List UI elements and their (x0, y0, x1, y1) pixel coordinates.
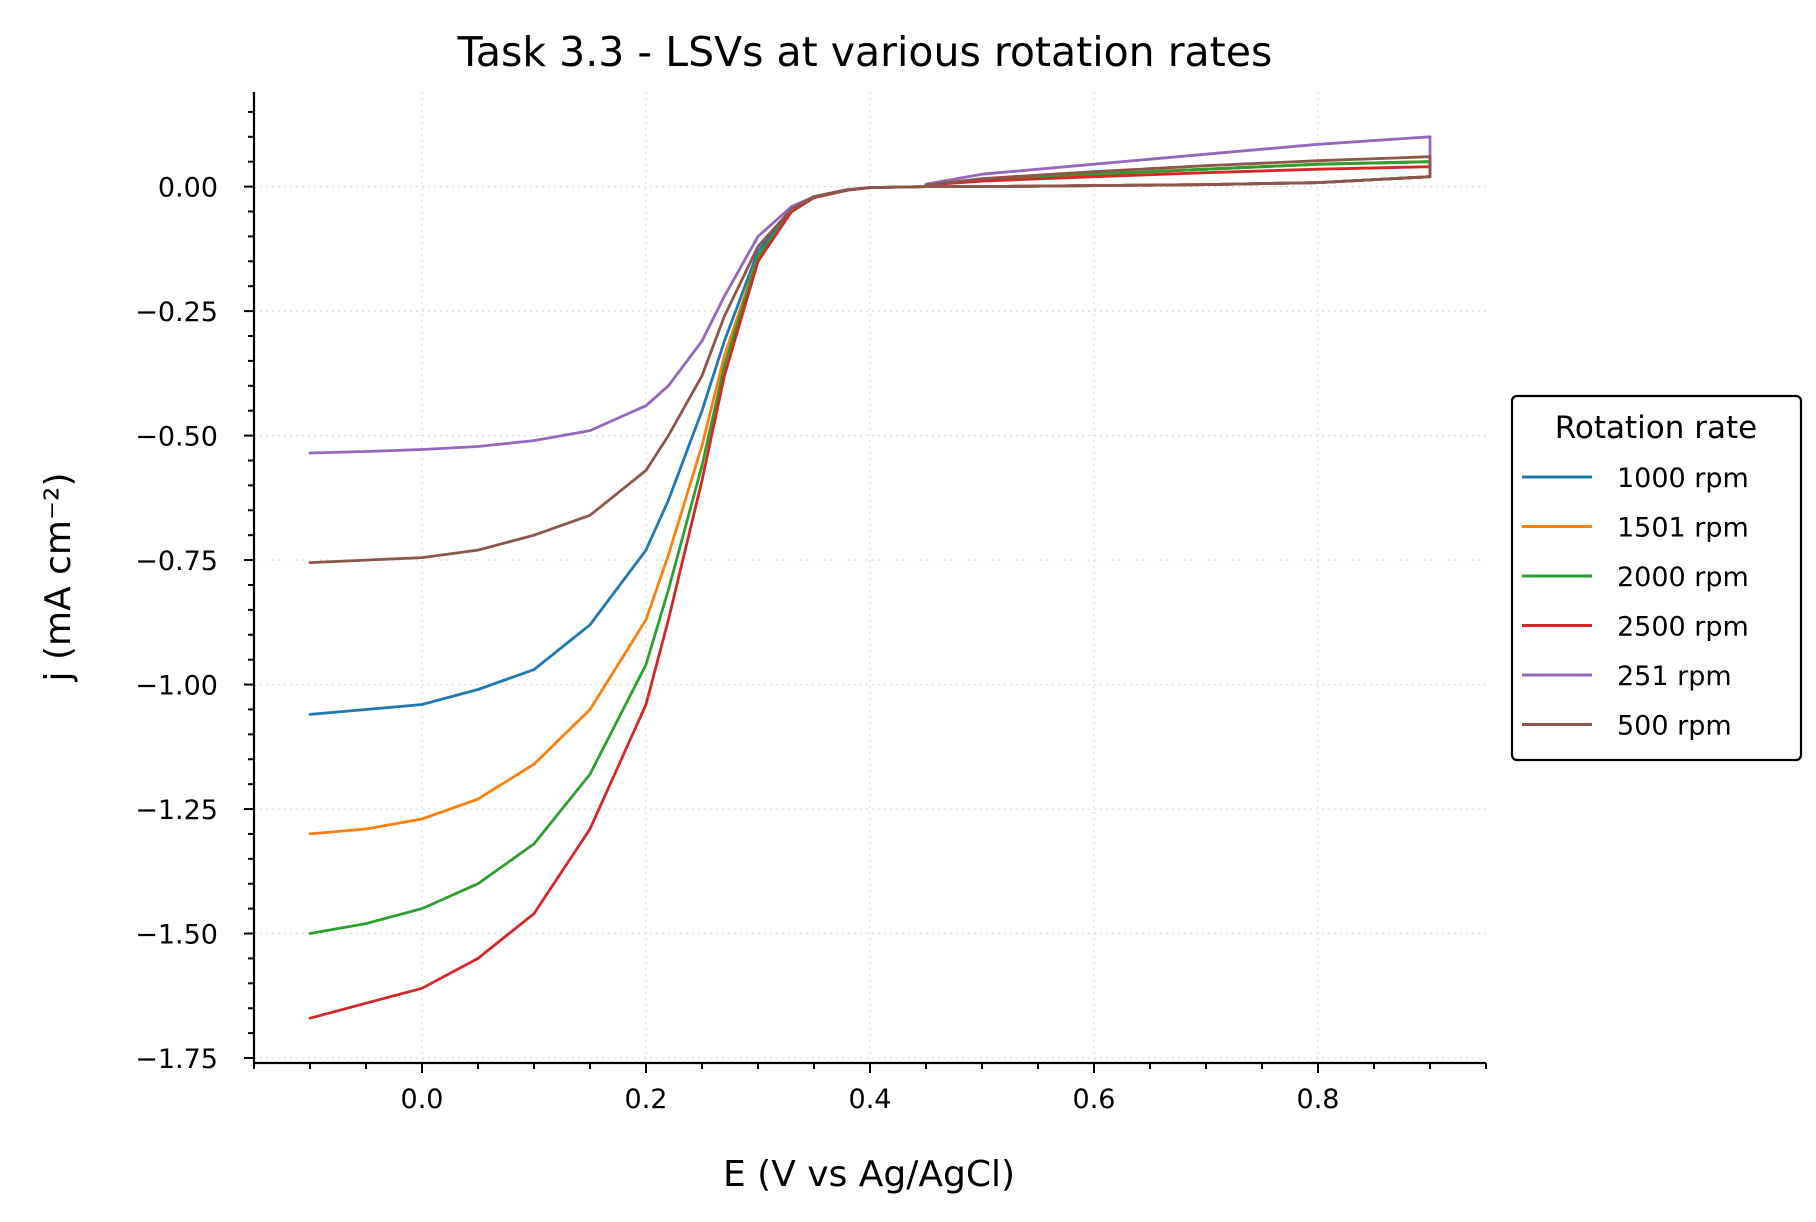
series-line-1501-rpm (308, 160, 1432, 836)
series-line-500-rpm (308, 155, 1432, 564)
chart-title: Task 3.3 - LSVs at various rotation rate… (457, 28, 1273, 76)
legend-entries: 1000 rpm 1501 rpm 2000 rpm 2500 rpm 251 rpm 5… (1522, 463, 1749, 742)
x-tick-label: 0.8 (1297, 1084, 1340, 1115)
grid (254, 92, 1486, 1063)
y-tick-label: −1.00 (135, 671, 218, 702)
legend-label: 251 rpm (1617, 661, 1732, 692)
legend-frame (1510, 394, 1803, 762)
series-line-1000-rpm (308, 160, 1432, 716)
plot-area (308, 135, 1432, 1020)
legend-label: 500 rpm (1617, 711, 1732, 742)
x-tick-label: 0.0 (401, 1084, 444, 1115)
y-tick-label: −1.75 (135, 1044, 218, 1075)
y-tick-label: −1.50 (135, 920, 218, 951)
legend-title: Rotation rate (1555, 410, 1757, 446)
legend-label: 2000 rpm (1617, 562, 1749, 593)
series-line-2000-rpm (308, 160, 1432, 935)
y-axis-ticks: 0.00 −0.25 −0.50 −0.75 −1.00 −1.25 −1.50 −1.75 (135, 110, 254, 1075)
y-tick-label: −0.75 (135, 546, 218, 577)
legend-label: 2500 rpm (1617, 612, 1749, 643)
y-tick-label: 0.00 (158, 173, 218, 204)
y-axis-label: j (mA cm⁻²) (38, 473, 79, 683)
y-tick-label: −1.25 (135, 795, 218, 826)
x-tick-label: 0.6 (1073, 1084, 1116, 1115)
legend-label: 1501 rpm (1617, 513, 1749, 544)
series-layer (308, 135, 1432, 1020)
legend-label: 1000 rpm (1617, 463, 1749, 494)
legend: Rotation rate 1000 rpm 1501 rpm 2000 rpm 25… (1510, 394, 1803, 762)
x-axis-label: E (V vs Ag/AgCl) (723, 1154, 1015, 1195)
y-tick-label: −0.50 (135, 422, 218, 453)
x-tick-label: 0.2 (625, 1084, 668, 1115)
y-tick-label: −0.25 (135, 297, 218, 328)
x-axis-ticks: 0.0 0.2 0.4 0.6 0.8 (253, 1063, 1487, 1115)
x-tick-label: 0.4 (849, 1084, 892, 1115)
